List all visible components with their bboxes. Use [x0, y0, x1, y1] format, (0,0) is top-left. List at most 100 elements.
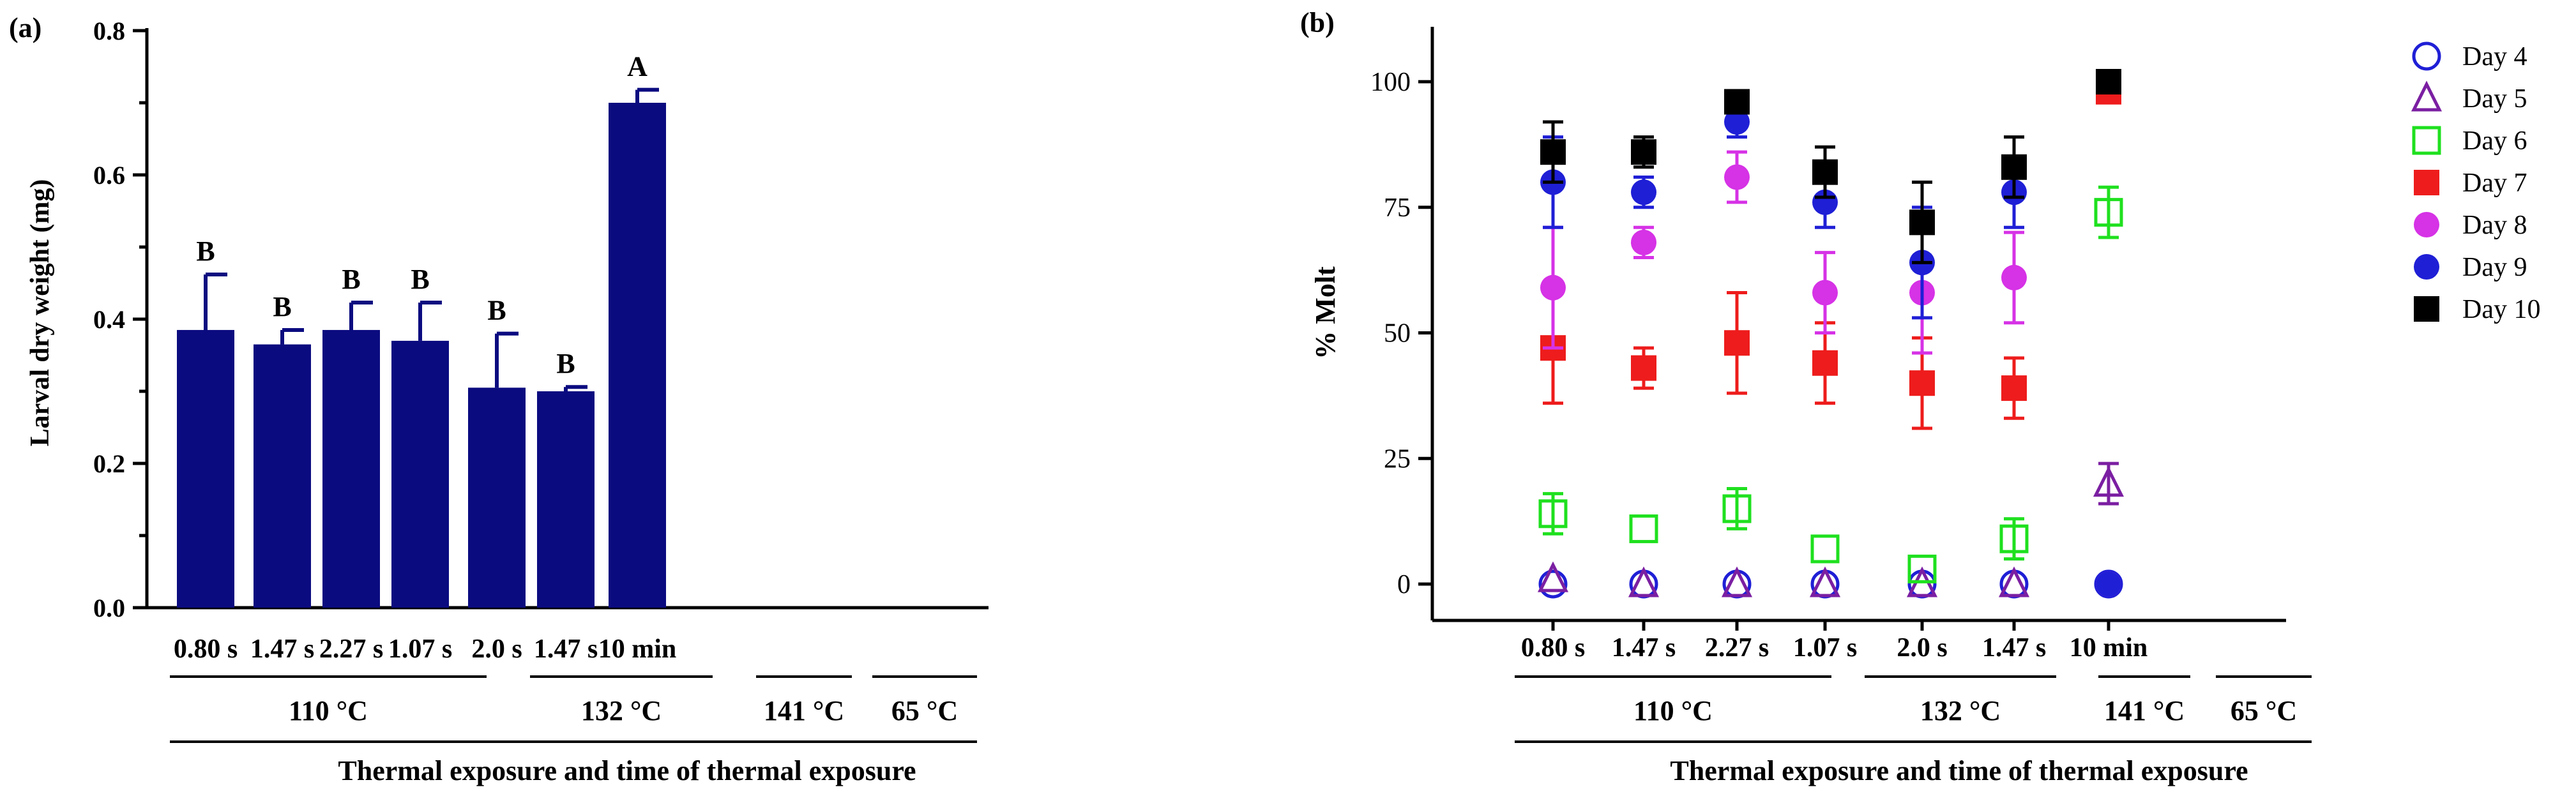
panel-b-xlabel: Thermal exposure and time of thermal exp…	[1670, 755, 2248, 786]
category-label: 1.07 s	[1793, 633, 1857, 663]
category-label: 1.47 s	[534, 634, 598, 664]
category-label: 1.47 s	[1982, 633, 2046, 663]
data-point-day-6	[1999, 524, 2029, 553]
data-point-day-6	[1810, 534, 1840, 564]
panel-b: 0 25 50 75 100 0.80 s 1.47 s 2.27 s 1.07 s 2.0 s 1…	[1370, 27, 2312, 743]
data-point-day-10	[1724, 89, 1750, 115]
legend-marker	[2412, 41, 2441, 71]
legend-label: Day 5	[2462, 84, 2527, 114]
data-point-day-7	[1812, 350, 1838, 376]
significance-letter: B	[196, 236, 215, 267]
group-label: 65 °C	[891, 695, 958, 726]
data-point-day-9	[2096, 571, 2121, 597]
bar	[468, 387, 526, 608]
category-label: 10 min	[2070, 633, 2148, 663]
data-point-day-8	[1724, 164, 1750, 190]
legend-marker	[2412, 126, 2441, 155]
group-label: 65 °C	[2231, 695, 2297, 726]
panel-a-xlabel: Thermal exposure and time of thermal exp…	[338, 755, 916, 786]
data-point-day-5	[1721, 566, 1753, 597]
data-point-day-9	[1631, 179, 1656, 206]
category-label: 2.27 s	[319, 634, 383, 664]
significance-letter: B	[342, 264, 360, 295]
panel-a-y-tick-label: 0.2	[93, 449, 125, 478]
panel-a: 0.0 0.2 0.4 0.6 0.8 B 0.80 s B 1.47 s B 2.27 s B 1.0…	[93, 17, 989, 743]
panel-a-ylabel: Larval dry weight (mg)	[26, 179, 55, 447]
data-point-day-8	[1631, 229, 1656, 255]
significance-letter: B	[556, 348, 575, 379]
bar	[322, 329, 380, 608]
data-point-day-10	[2001, 154, 2027, 180]
legend-marker	[2414, 254, 2439, 280]
legend-label: Day 9	[2462, 253, 2527, 282]
data-point-day-5	[1998, 566, 2030, 597]
data-point-day-6	[1629, 514, 1658, 543]
legend-label: Day 6	[2462, 126, 2527, 156]
category-label: 0.80 s	[1521, 633, 1585, 663]
data-point-day-10	[1909, 209, 1935, 236]
bar	[177, 329, 234, 608]
legend-marker	[2414, 170, 2439, 195]
group-label: 132 °C	[581, 695, 662, 726]
significance-letter: B	[487, 295, 506, 326]
data-point-day-6	[1907, 554, 1937, 583]
significance-letter: B	[411, 264, 429, 295]
data-point-day-10	[1631, 139, 1656, 165]
data-point-day-5	[2093, 466, 2125, 497]
panel-b-y-tick-label: 25	[1384, 444, 1411, 474]
panel-b-y-tick-label: 75	[1384, 193, 1411, 223]
data-point-day-8	[1540, 274, 1566, 301]
data-point-day-6	[1538, 499, 1568, 529]
panel-a-label: (a)	[9, 12, 42, 43]
data-point-day-5	[1628, 566, 1660, 597]
panel-b-ylabel: % Molt	[1310, 266, 1341, 359]
data-point-day-8	[1812, 280, 1838, 306]
data-point-day-4	[1538, 569, 1568, 599]
data-point-day-5	[1809, 566, 1841, 597]
legend-label: Day 4	[2462, 42, 2527, 71]
category-label: 1.47 s	[250, 634, 314, 664]
data-point-day-8	[2001, 264, 2027, 290]
data-point-day-10	[2096, 69, 2121, 94]
legend: Day 4 Day 5 Day 6 Day 7 Day 8 Day 9 Day 10	[2411, 41, 2540, 324]
category-label: 2.0 s	[1897, 633, 1947, 663]
data-point-day-6	[1722, 494, 1752, 523]
data-point-day-4	[1810, 569, 1840, 599]
data-point-day-5	[1537, 561, 1569, 592]
panel-a-y-tick-label: 0.0	[93, 594, 125, 622]
data-point-day-4	[1722, 569, 1752, 599]
group-label: 110 °C	[1633, 695, 1713, 726]
group-label: 132 °C	[1920, 695, 2001, 726]
category-label: 2.0 s	[471, 634, 522, 664]
category-label: 1.07 s	[388, 634, 452, 664]
panel-b-y-tick-label: 0	[1397, 570, 1411, 599]
group-label: 141 °C	[2104, 695, 2185, 726]
category-label: 10 min	[598, 634, 677, 664]
data-point-day-7	[1631, 355, 1656, 381]
legend-label: Day 8	[2462, 211, 2527, 240]
bar	[254, 344, 311, 608]
significance-letter: A	[627, 51, 648, 82]
data-point-day-9	[1724, 109, 1750, 135]
data-point-day-7	[1909, 370, 1935, 396]
category-label: 2.27 s	[1705, 633, 1769, 663]
category-label: 0.80 s	[174, 634, 238, 664]
panel-b-y-tick-label: 100	[1370, 68, 1411, 97]
panel-b-y-tick-label: 50	[1384, 319, 1411, 349]
bar	[391, 340, 449, 608]
data-point-day-7	[2001, 375, 2027, 402]
significance-letter: B	[273, 291, 291, 322]
panel-a-y-tick-label: 0.6	[93, 161, 125, 190]
category-label: 1.47 s	[1612, 633, 1676, 663]
data-point-day-10	[1540, 139, 1566, 165]
data-point-day-10	[1812, 159, 1838, 185]
data-point-day-6	[2094, 198, 2123, 227]
data-point-day-7	[1724, 330, 1750, 356]
legend-marker	[2411, 80, 2443, 112]
group-label: 110 °C	[289, 695, 368, 726]
data-point-day-4	[1907, 569, 1937, 599]
bar	[537, 391, 595, 608]
data-point-day-4	[1629, 569, 1658, 599]
data-point-day-4	[1999, 569, 2029, 599]
